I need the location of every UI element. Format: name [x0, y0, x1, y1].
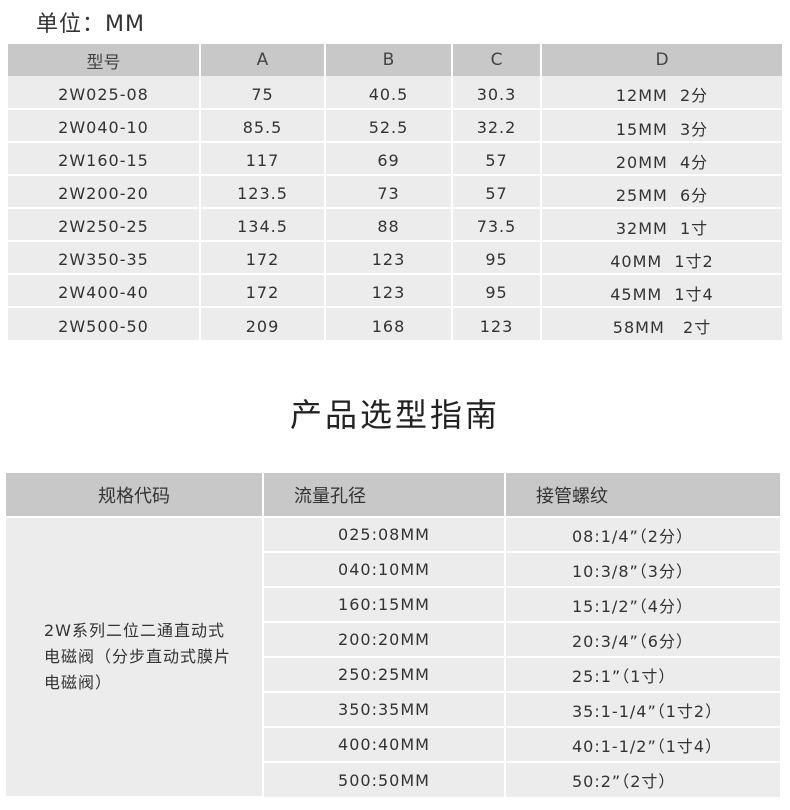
- unit-label: 单位：MM: [36, 12, 145, 37]
- table-cell: 2W025-08: [8, 76, 201, 110]
- table-cell: 95: [452, 241, 542, 275]
- table-cell: 88: [325, 208, 453, 242]
- thread-cell: 35:1-1/4”（1寸2）: [505, 692, 780, 728]
- table-cell: 58MM 2寸: [541, 307, 782, 340]
- table-cell: 2W250-25: [8, 208, 201, 242]
- header-cell: B: [325, 44, 453, 76]
- table-cell: 40.5: [325, 76, 453, 110]
- table-cell: 73: [325, 175, 453, 209]
- selection-guide-table: 规格代码 流量孔径 接管螺纹 2W系列二位二通直动式电磁阀（分步直动式膜片电磁阀…: [6, 473, 780, 798]
- flow-bore-cell: 500:50MM: [263, 762, 506, 797]
- header-thread: 接管螺纹: [505, 473, 780, 518]
- table-row: 200:20MM 20:3/4”（6分）: [6, 622, 780, 658]
- table-row: 2W160-15 117 69 57 20MM 4分: [8, 142, 782, 176]
- table-cell: 40MM 1寸2: [541, 241, 782, 275]
- table-cell: 15MM 3分: [541, 109, 782, 143]
- table-row: 160:15MM 15:1/2”（4分）: [6, 587, 780, 623]
- table-cell: 45MM 1寸4: [541, 274, 782, 308]
- table-cell: 73.5: [452, 208, 542, 242]
- flow-bore-cell: 040:10MM: [263, 552, 506, 588]
- table-row: 2W040-10 85.5 52.5 32.2 15MM 3分: [8, 109, 782, 143]
- thread-cell: 15:1/2”（4分）: [505, 587, 780, 623]
- table-cell: 168: [325, 307, 453, 340]
- thread-cell: 50:2”（2寸）: [505, 762, 780, 797]
- table-cell: 2W400-40: [8, 274, 201, 308]
- table-cell: 172: [200, 241, 326, 275]
- table-cell: 2W200-20: [8, 175, 201, 209]
- table-cell: 123.5: [200, 175, 326, 209]
- table-cell: 2W500-50: [8, 307, 201, 340]
- dimensions-table: 型号 A B C D 2W025-08 75 40.5 30.3 12MM 2分 2W040-10…: [8, 44, 782, 340]
- table-cell: 209: [200, 307, 326, 340]
- table-row: 2W400-40 172 123 95 45MM 1寸4: [8, 274, 782, 308]
- flow-bore-cell: 160:15MM: [263, 587, 506, 623]
- table-cell: 32MM 1寸: [541, 208, 782, 242]
- table-row: 400:40MM 40:1-1/2”（1寸4）: [6, 727, 780, 763]
- table-cell: 57: [452, 142, 542, 176]
- table-row: 2W025-08 75 40.5 30.3 12MM 2分: [8, 76, 782, 110]
- table-row: 500:50MM 50:2”（2寸）: [6, 762, 780, 797]
- table-cell: 95: [452, 274, 542, 308]
- table-cell: 57: [452, 175, 542, 209]
- table-cell: 52.5: [325, 109, 453, 143]
- table-cell: 117: [200, 142, 326, 176]
- table-row: 2W250-25 134.5 88 73.5 32MM 1寸: [8, 208, 782, 242]
- table-cell: 69: [325, 142, 453, 176]
- table-cell: 32.2: [452, 109, 542, 143]
- table-cell: 2W350-35: [8, 241, 201, 275]
- table-cell: 123: [452, 307, 542, 340]
- header-cell: C: [452, 44, 542, 76]
- flow-bore-cell: 200:20MM: [263, 622, 506, 658]
- table-cell: 2W160-15: [8, 142, 201, 176]
- spec-description: 2W系列二位二通直动式电磁阀（分步直动式膜片电磁阀）: [6, 517, 264, 798]
- flow-bore-cell: 025:08MM: [263, 517, 506, 553]
- table-row: 040:10MM 10:3/8”（3分）: [6, 552, 780, 588]
- table-row: 2W500-50 209 168 123 58MM 2寸: [8, 307, 782, 340]
- table-row: 2W系列二位二通直动式电磁阀（分步直动式膜片电磁阀） 025:08MM 08:1/4…: [6, 517, 780, 798]
- table-cell: 123: [325, 274, 453, 308]
- table-cell: 75: [200, 76, 326, 110]
- table-cell: 172: [200, 274, 326, 308]
- guide-title: 产品选型指南: [289, 396, 500, 434]
- thread-cell: 25:1”（1寸）: [505, 657, 780, 693]
- flow-bore-cell: 250:25MM: [263, 657, 506, 693]
- table-row: 350:35MM 35:1-1/4”（1寸2）: [6, 692, 780, 728]
- table-cell: 20MM 4分: [541, 142, 782, 176]
- thread-cell: 10:3/8”（3分）: [505, 552, 780, 588]
- flow-bore-cell: 350:35MM: [263, 692, 506, 728]
- table-cell: 123: [325, 241, 453, 275]
- table-cell: 85.5: [200, 109, 326, 143]
- table-cell: 12MM 2分: [541, 76, 782, 110]
- table-cell: 2W040-10: [8, 109, 201, 143]
- table-cell: 25MM 6分: [541, 175, 782, 209]
- header-cell: A: [200, 44, 326, 76]
- table-cell: 134.5: [200, 208, 326, 242]
- thread-cell: 20:3/4”（6分）: [505, 622, 780, 658]
- table-row: 2W200-20 123.5 73 57 25MM 6分: [8, 175, 782, 209]
- flow-bore-cell: 400:40MM: [263, 727, 506, 763]
- table-row: 2W350-35 172 123 95 40MM 1寸2: [8, 241, 782, 275]
- thread-cell: 08:1/4”（2分）: [505, 517, 780, 553]
- table-row: 250:25MM 25:1”（1寸）: [6, 657, 780, 693]
- header-cell: D: [541, 44, 782, 76]
- thread-cell: 40:1-1/2”（1寸4）: [505, 727, 780, 763]
- header-cell: 型号: [8, 44, 201, 76]
- header-flow-bore: 流量孔径: [263, 473, 506, 518]
- table-cell: 30.3: [452, 76, 542, 110]
- header-spec-code: 规格代码: [6, 473, 264, 518]
